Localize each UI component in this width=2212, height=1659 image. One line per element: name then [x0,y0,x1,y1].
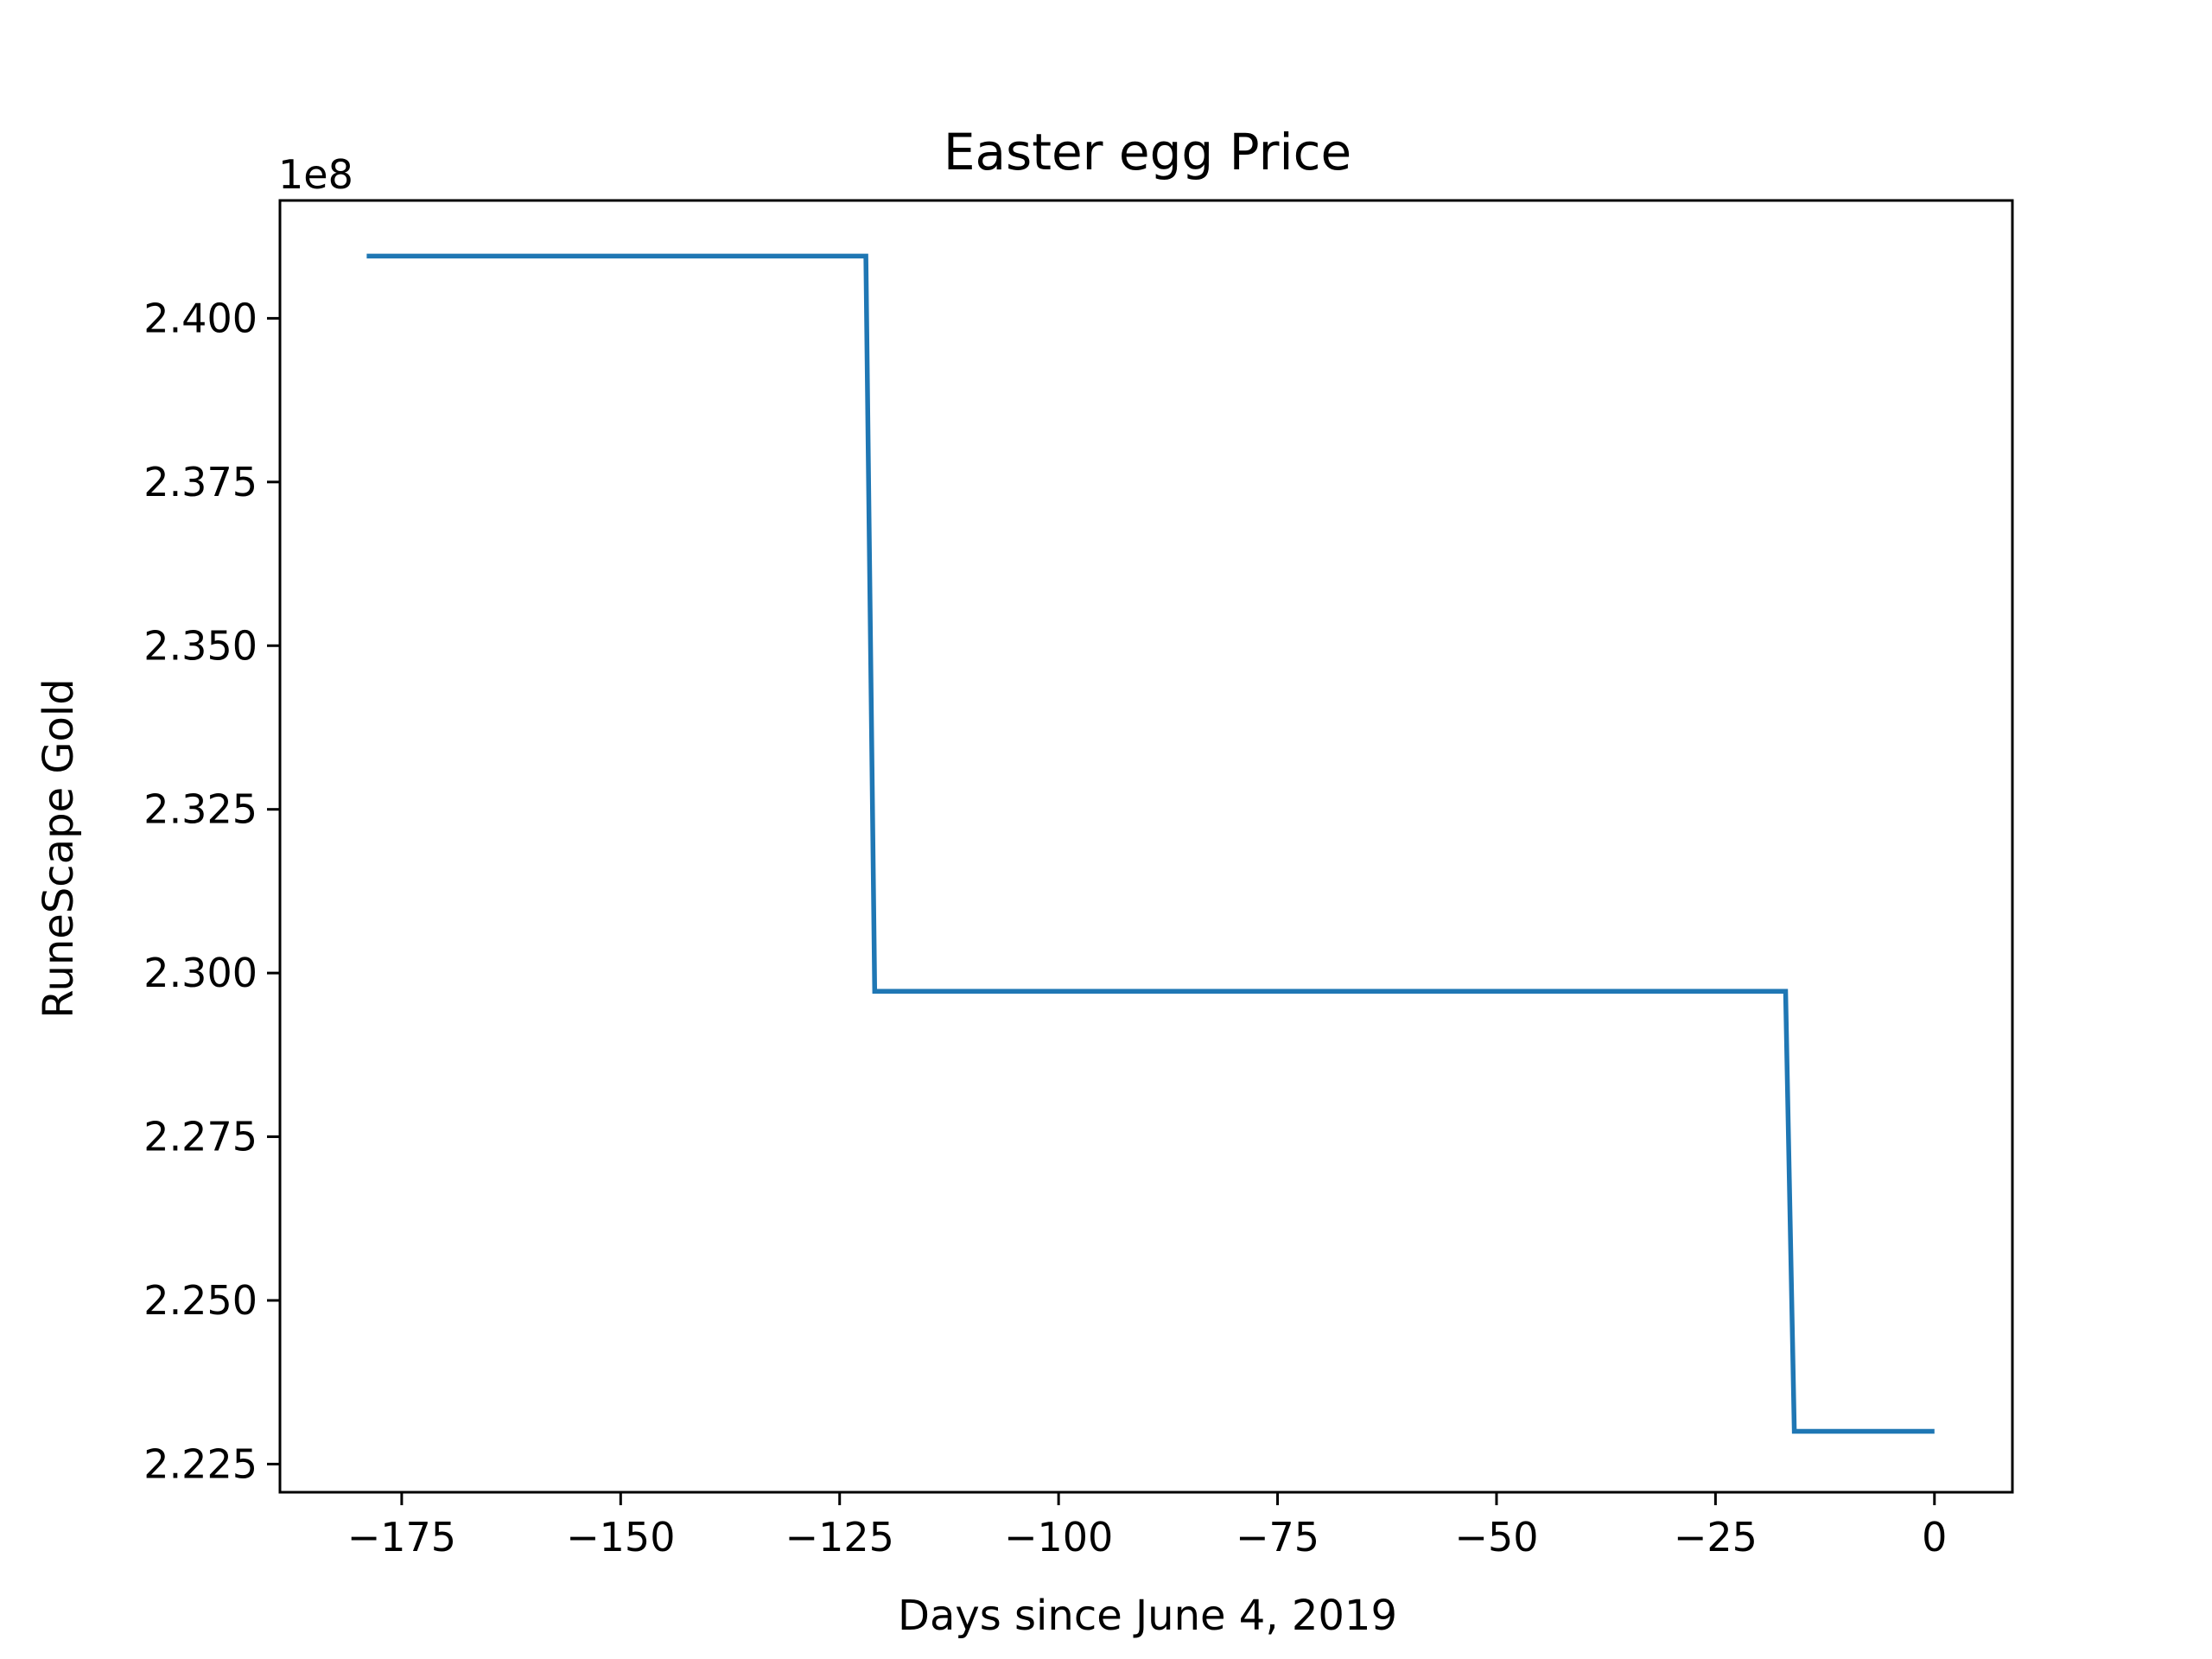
x-tick-label: −100 [1004,1514,1113,1560]
y-tick-label: 2.375 [143,459,257,505]
series-line-0 [366,253,1935,1434]
y-tick-label: 2.225 [143,1440,257,1487]
plot-area [366,253,1935,1434]
x-tick-label: −175 [347,1514,456,1560]
y-axis-label: RuneScape Gold [35,678,83,1018]
y-axis: 2.225 2.250 2.275 2.300 2.325 2.350 2.375 2.400 [143,295,280,1487]
x-tick-label: −25 [1674,1514,1758,1560]
x-tick-label: 0 [1922,1514,1947,1560]
x-tick-label: −75 [1236,1514,1319,1560]
y-tick-label: 2.275 [143,1114,257,1160]
chart-title: Easter egg Price [944,123,1351,181]
y-tick-label: 2.300 [143,950,257,996]
y-tick-label: 2.250 [143,1277,257,1324]
plot-frame [278,199,2014,1494]
y-axis-offset-label: 1e8 [278,151,353,198]
x-axis: −175 −150 −125 −100 −75 −50 −25 0 [347,1492,1947,1560]
x-tick-label: −150 [566,1514,675,1560]
y-tick-label: 2.400 [143,295,257,341]
x-tick-label: −125 [785,1514,894,1560]
y-tick-label: 2.350 [143,622,257,669]
x-axis-label: Days since June 4, 2019 [898,1592,1397,1640]
x-tick-label: −50 [1454,1514,1538,1560]
y-tick-label: 2.325 [143,786,257,833]
